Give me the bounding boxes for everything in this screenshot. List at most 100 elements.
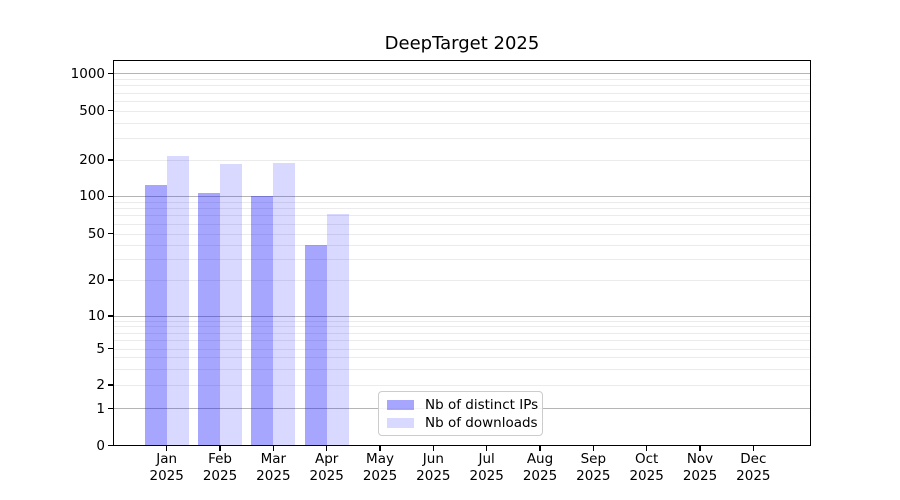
gridline <box>114 73 810 75</box>
gridline <box>114 280 810 281</box>
gridline <box>114 348 810 350</box>
legend-label-downloads: Nb of downloads <box>425 414 538 431</box>
y-tick-label: 10 <box>87 308 105 324</box>
gridline <box>114 223 810 225</box>
bar-downloads <box>166 156 189 445</box>
x-tick-label: Feb 2025 <box>190 451 250 485</box>
gridline <box>114 368 810 370</box>
y-tick-mark <box>108 315 113 317</box>
y-tick-mark <box>108 159 113 161</box>
x-tick-year: 2025 <box>362 468 398 484</box>
plot-area <box>113 60 811 446</box>
gridline <box>114 201 810 203</box>
y-tick-mark <box>108 384 113 386</box>
bar-downloads <box>273 162 296 445</box>
x-tick-month: Apr <box>315 451 339 467</box>
bar-distinct-ips <box>251 196 274 445</box>
x-tick-year: 2025 <box>202 468 238 484</box>
x-tick-mark <box>432 446 434 451</box>
y-tick-label: 20 <box>87 272 105 288</box>
gridline <box>114 160 810 161</box>
x-tick-mark <box>379 446 381 451</box>
gridline <box>114 357 810 359</box>
gridline <box>114 122 810 124</box>
legend-swatch-downloads <box>387 417 414 428</box>
gridline <box>114 138 810 140</box>
x-tick-year: 2025 <box>416 468 451 484</box>
x-tick-month: Oct <box>634 451 659 467</box>
y-tick-label: 2 <box>96 377 105 393</box>
y-tick-label: 500 <box>79 102 105 119</box>
x-tick-label: Nov 2025 <box>670 451 730 485</box>
x-tick-label: Dec 2025 <box>723 451 783 485</box>
x-tick-year: 2025 <box>576 468 611 484</box>
legend: Nb of distinct IPs Nb of downloads <box>378 391 543 436</box>
legend-item-distinct-ips: Nb of distinct IPs <box>387 397 538 413</box>
y-tick-mark <box>108 72 113 75</box>
gridline <box>114 315 810 317</box>
x-tick-month: Jun <box>422 451 444 467</box>
x-tick-label: Apr 2025 <box>297 451 357 485</box>
y-tick-label: 200 <box>79 152 105 168</box>
gridline <box>114 385 810 386</box>
gridline <box>114 195 810 197</box>
x-tick-month: Mar <box>260 451 287 467</box>
gridline <box>114 208 810 210</box>
y-tick-label: 5 <box>96 340 105 357</box>
legend-label-distinct-ips: Nb of distinct IPs <box>425 396 539 413</box>
bar-distinct-ips <box>198 192 221 445</box>
gridline <box>114 79 810 81</box>
y-tick-label: 50 <box>87 225 105 242</box>
y-tick-mark <box>108 109 113 112</box>
bar-downloads <box>326 213 349 445</box>
x-tick-label: Aug 2025 <box>510 451 570 485</box>
gridline <box>114 85 810 87</box>
x-tick-year: 2025 <box>682 468 718 484</box>
x-tick-year: 2025 <box>256 468 291 484</box>
legend-swatch-distinct-ips <box>387 399 414 410</box>
y-tick-mark <box>108 232 113 235</box>
x-tick-mark <box>752 446 754 451</box>
y-tick-mark <box>108 407 113 410</box>
gridline <box>114 110 810 112</box>
x-tick-year: 2025 <box>309 468 344 484</box>
gridline <box>114 326 810 328</box>
x-tick-month: May <box>366 451 394 467</box>
x-tick-year: 2025 <box>629 468 664 484</box>
y-tick-mark <box>108 444 113 447</box>
gridline <box>114 92 810 94</box>
x-tick-mark <box>166 446 168 451</box>
bar-distinct-ips <box>304 244 327 445</box>
x-tick-label: Sep 2025 <box>563 451 623 485</box>
x-tick-mark <box>272 446 274 451</box>
x-tick-label: Oct 2025 <box>617 451 677 485</box>
x-tick-year: 2025 <box>469 468 504 484</box>
gridline <box>114 259 810 261</box>
chart-title: DeepTarget 2025 <box>384 33 540 54</box>
x-tick-month: Aug <box>526 451 554 467</box>
bar-distinct-ips <box>144 184 167 445</box>
x-tick-year: 2025 <box>736 468 771 484</box>
x-tick-mark <box>219 446 221 451</box>
x-tick-mark <box>486 446 488 451</box>
x-tick-mark <box>699 446 701 451</box>
gridline <box>114 233 810 235</box>
x-tick-month: Jan <box>156 451 178 467</box>
y-tick-mark <box>108 195 113 197</box>
x-tick-month: Sep <box>580 451 607 467</box>
gridline <box>114 332 810 334</box>
x-tick-label: Jan 2025 <box>137 451 197 485</box>
x-tick-label: Mar 2025 <box>243 451 303 485</box>
y-tick-label: 1000 <box>70 65 105 82</box>
y-tick-label: 0 <box>96 437 105 454</box>
gridline <box>114 320 810 322</box>
bar-downloads <box>220 164 243 445</box>
x-tick-mark <box>592 446 594 451</box>
y-tick-label: 100 <box>79 188 105 205</box>
x-tick-month: Dec <box>740 451 767 467</box>
gridline <box>114 215 810 217</box>
gridline <box>114 339 810 341</box>
x-tick-mark <box>326 446 328 451</box>
y-tick-label: 1 <box>96 400 105 417</box>
y-tick-mark <box>108 347 113 350</box>
